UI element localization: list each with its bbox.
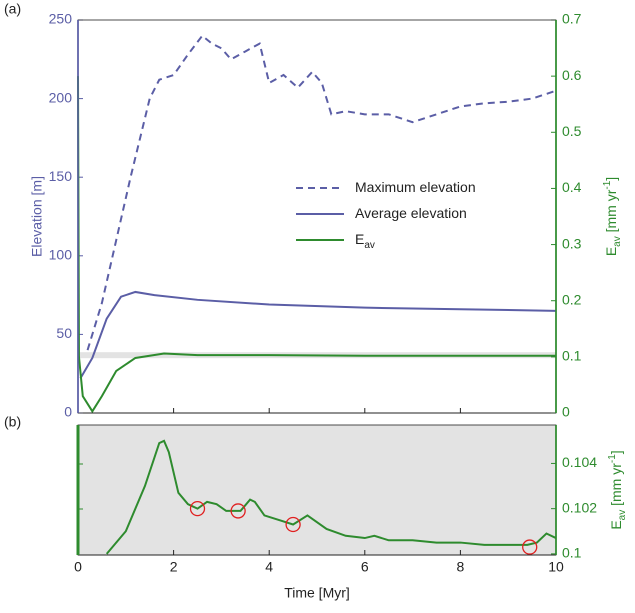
legend-label: Maximum elevation — [355, 179, 476, 195]
y-tick-label: 200 — [49, 89, 73, 105]
series-line — [86, 34, 557, 351]
plot-area — [78, 20, 556, 413]
label-part: av — [617, 510, 628, 521]
plot-area — [78, 425, 556, 555]
y-tick-label: 150 — [49, 168, 73, 184]
panel-label: (b) — [4, 414, 21, 430]
y2-tick-label: 0.1 — [562, 545, 582, 561]
y-tick-label: 50 — [56, 325, 72, 341]
label-part: E — [608, 520, 624, 529]
y2-tick-label: 0.4 — [562, 179, 582, 195]
y-tick-label: 250 — [49, 11, 73, 27]
y-tick-label: 100 — [49, 247, 73, 263]
y2-tick-label: 0.102 — [562, 499, 597, 515]
legend-text: Average elevation — [355, 205, 467, 221]
y2-tick-label: 0.2 — [562, 291, 582, 307]
y2-tick-label: 0 — [562, 404, 570, 420]
label-part: -1 — [607, 454, 618, 463]
legend-sub: av — [364, 240, 375, 251]
highlight-marker — [522, 539, 538, 555]
series-line — [77, 76, 556, 414]
y2-tick-label: 0.3 — [562, 235, 582, 251]
label-part: -1 — [602, 180, 613, 189]
y2-tick-label: 0.7 — [562, 11, 582, 27]
label-part: ] — [608, 450, 624, 454]
series-line — [79, 290, 557, 379]
highlight-marker — [230, 503, 246, 519]
y2-tick-label: 0.5 — [562, 123, 582, 139]
legend-text: E — [355, 231, 364, 247]
x-tick-label: 10 — [548, 559, 564, 575]
label-part: ] — [603, 177, 619, 181]
y2-tick-label: 0.1 — [562, 348, 582, 364]
x-tick-label: 2 — [170, 559, 178, 575]
x-tick-label: 8 — [457, 559, 465, 575]
highlight-marker — [285, 516, 301, 533]
y-axis-label: Elevation [m] — [29, 176, 45, 257]
y-tick-label: 0 — [64, 404, 72, 420]
x-tick-label: 0 — [74, 559, 82, 575]
x-axis-label: Time [Myr] — [284, 585, 350, 601]
label-part: [mm yr — [608, 463, 624, 510]
label-part: [mm yr — [603, 189, 619, 236]
series-line — [105, 439, 557, 555]
highlight-marker — [189, 501, 206, 517]
x-tick-label: 4 — [265, 559, 273, 575]
panel-label: (a) — [4, 1, 21, 17]
legend-label: Average elevation — [355, 205, 467, 221]
legend-text: Maximum elevation — [355, 179, 476, 195]
y2-tick-label: 0.104 — [562, 454, 597, 470]
label-part: av — [612, 236, 623, 247]
legend-label: Eav — [355, 231, 375, 251]
y2-axis-label: Eav [mm yr-1] — [607, 450, 628, 529]
y2-axis-label: Eav [mm yr-1] — [602, 177, 623, 256]
label-part: E — [603, 247, 619, 256]
y2-tick-label: 0.6 — [562, 67, 582, 83]
x-tick-label: 6 — [361, 559, 369, 575]
